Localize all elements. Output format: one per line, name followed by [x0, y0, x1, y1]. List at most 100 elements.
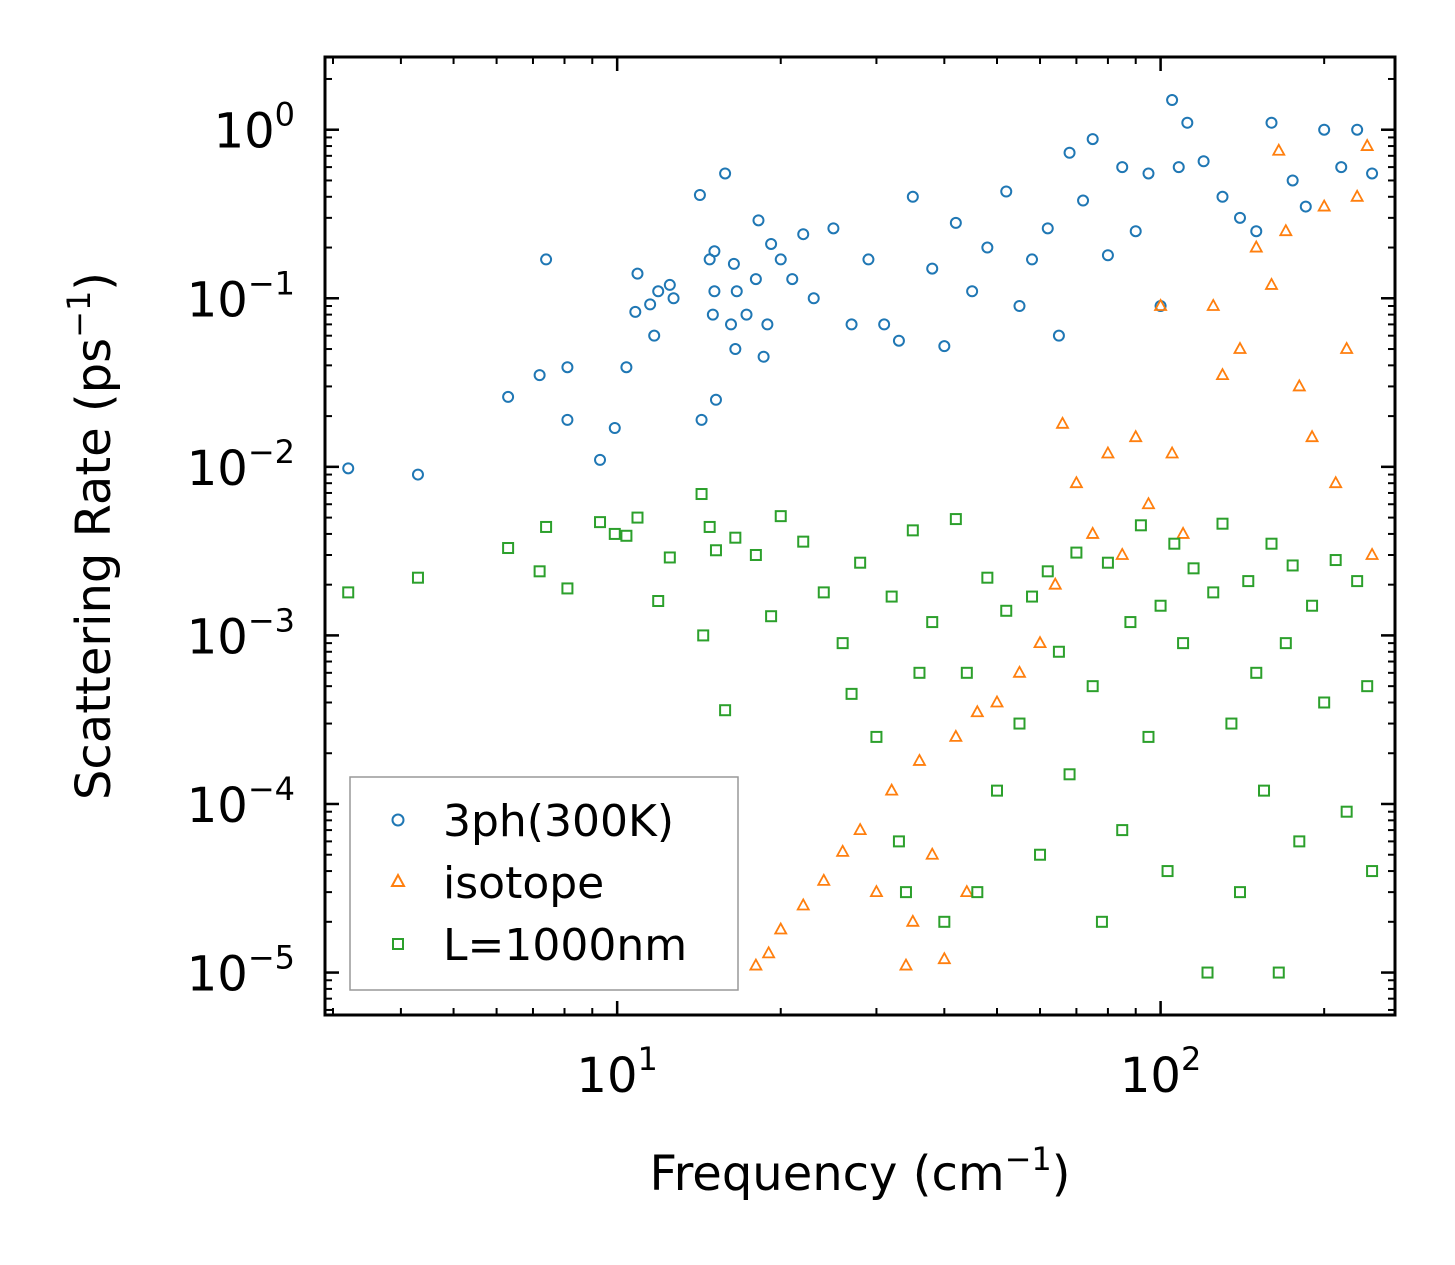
data-point — [971, 886, 984, 899]
x-tick-label: 101 — [576, 1040, 657, 1104]
data-point — [966, 285, 979, 298]
data-point — [1063, 768, 1076, 781]
data-point — [1085, 526, 1100, 539]
y-tick-label: 10−2 — [187, 433, 295, 497]
data-point — [693, 188, 706, 201]
data-point — [1012, 664, 1027, 678]
data-point — [1041, 222, 1054, 235]
data-point — [1233, 211, 1246, 224]
data-point — [502, 542, 515, 555]
data-point — [1265, 537, 1278, 550]
data-point — [1052, 645, 1065, 658]
data-point — [620, 361, 633, 374]
data-point — [1013, 717, 1026, 730]
data-point — [540, 520, 553, 533]
data-point — [561, 413, 574, 426]
data-point — [1128, 429, 1143, 443]
y-tick-label: 10−3 — [187, 601, 295, 665]
data-point — [697, 629, 710, 642]
data-point — [1351, 123, 1364, 136]
data-point — [884, 782, 899, 796]
data-point — [817, 586, 830, 599]
data-point — [1366, 865, 1379, 878]
data-point — [1041, 565, 1054, 578]
data-point — [816, 872, 831, 886]
data-point — [1197, 155, 1210, 168]
y-tick-label: 10−5 — [187, 939, 295, 1003]
data-point — [796, 897, 811, 911]
data-point — [727, 257, 740, 270]
data-point — [1077, 194, 1090, 207]
data-point — [1116, 161, 1129, 174]
data-point — [938, 915, 951, 928]
data-point — [706, 308, 719, 321]
data-point — [749, 548, 762, 561]
data-point — [1215, 367, 1230, 381]
data-point — [708, 245, 721, 258]
data-point — [594, 516, 607, 529]
data-point — [1305, 429, 1320, 443]
data-point — [1286, 559, 1299, 572]
data-point — [631, 511, 644, 524]
data-point — [1048, 576, 1063, 590]
data-point — [1318, 123, 1331, 136]
data-point — [411, 468, 424, 481]
data-point — [719, 167, 732, 180]
y-tick-labels: 100 10−1 10−2 10−3 10−4 10−5 — [187, 96, 295, 1003]
data-point — [1250, 666, 1263, 679]
data-point — [892, 835, 905, 848]
data-point — [892, 334, 905, 347]
data-point — [1026, 590, 1039, 603]
data-point — [1216, 517, 1229, 530]
data-point — [1216, 190, 1229, 203]
data-point — [862, 253, 875, 266]
data-point — [629, 305, 642, 318]
data-point — [899, 886, 912, 899]
data-point — [906, 190, 919, 203]
data-point — [1306, 599, 1319, 612]
data-point — [631, 267, 644, 280]
data-point — [807, 292, 820, 305]
data-point — [1329, 554, 1342, 567]
legend-marker-circle — [391, 813, 405, 827]
data-point — [959, 884, 974, 898]
data-point — [730, 285, 743, 298]
data-point — [773, 921, 788, 935]
data-point — [608, 527, 621, 540]
legend: 3ph(300K) isotope L=1000nm — [349, 776, 739, 991]
data-point — [845, 318, 858, 331]
data-point — [1225, 717, 1238, 730]
data-point — [1233, 886, 1246, 899]
data-point — [1161, 865, 1174, 878]
data-point — [1232, 341, 1248, 354]
data-point — [1177, 637, 1190, 650]
data-points — [342, 94, 1380, 979]
data-point — [540, 253, 553, 266]
data-point — [648, 329, 661, 342]
data-point — [342, 462, 355, 475]
data-point — [906, 524, 919, 537]
plot-frame — [323, 55, 1397, 1017]
data-point — [1176, 526, 1191, 539]
data-point — [835, 843, 850, 857]
data-point — [1271, 142, 1286, 156]
data-point — [885, 590, 898, 603]
data-point — [740, 308, 753, 321]
y-tick-label: 100 — [214, 96, 295, 160]
data-point — [786, 273, 799, 286]
data-point — [342, 586, 355, 599]
data-point — [663, 278, 676, 291]
data-point — [1206, 298, 1221, 311]
data-point — [1293, 835, 1306, 848]
data-point — [774, 510, 787, 523]
y-tick-label: 10−4 — [187, 770, 295, 834]
data-point — [1134, 519, 1147, 532]
data-point — [1339, 341, 1354, 354]
legend-marker-square — [392, 938, 404, 950]
data-point — [1351, 575, 1364, 588]
data-point — [561, 582, 574, 595]
data-point — [1141, 496, 1156, 510]
data-point — [703, 520, 716, 533]
data-point — [1299, 200, 1312, 213]
data-point — [905, 913, 920, 927]
